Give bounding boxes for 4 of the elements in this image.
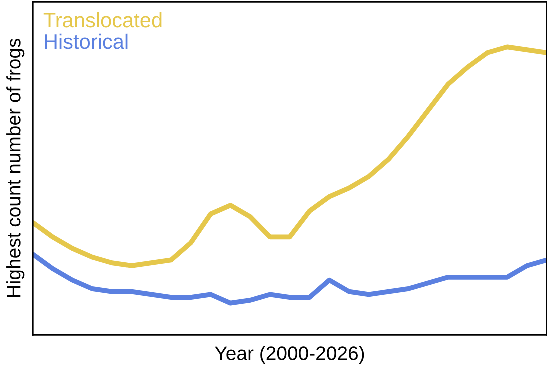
text: Historical <box>45 34 128 50</box>
text: Translocated <box>44 12 162 28</box>
x-axis-title: Year (2000-2026) <box>215 346 364 364</box>
y-axis-title: Highest count number of frogs <box>6 38 25 298</box>
